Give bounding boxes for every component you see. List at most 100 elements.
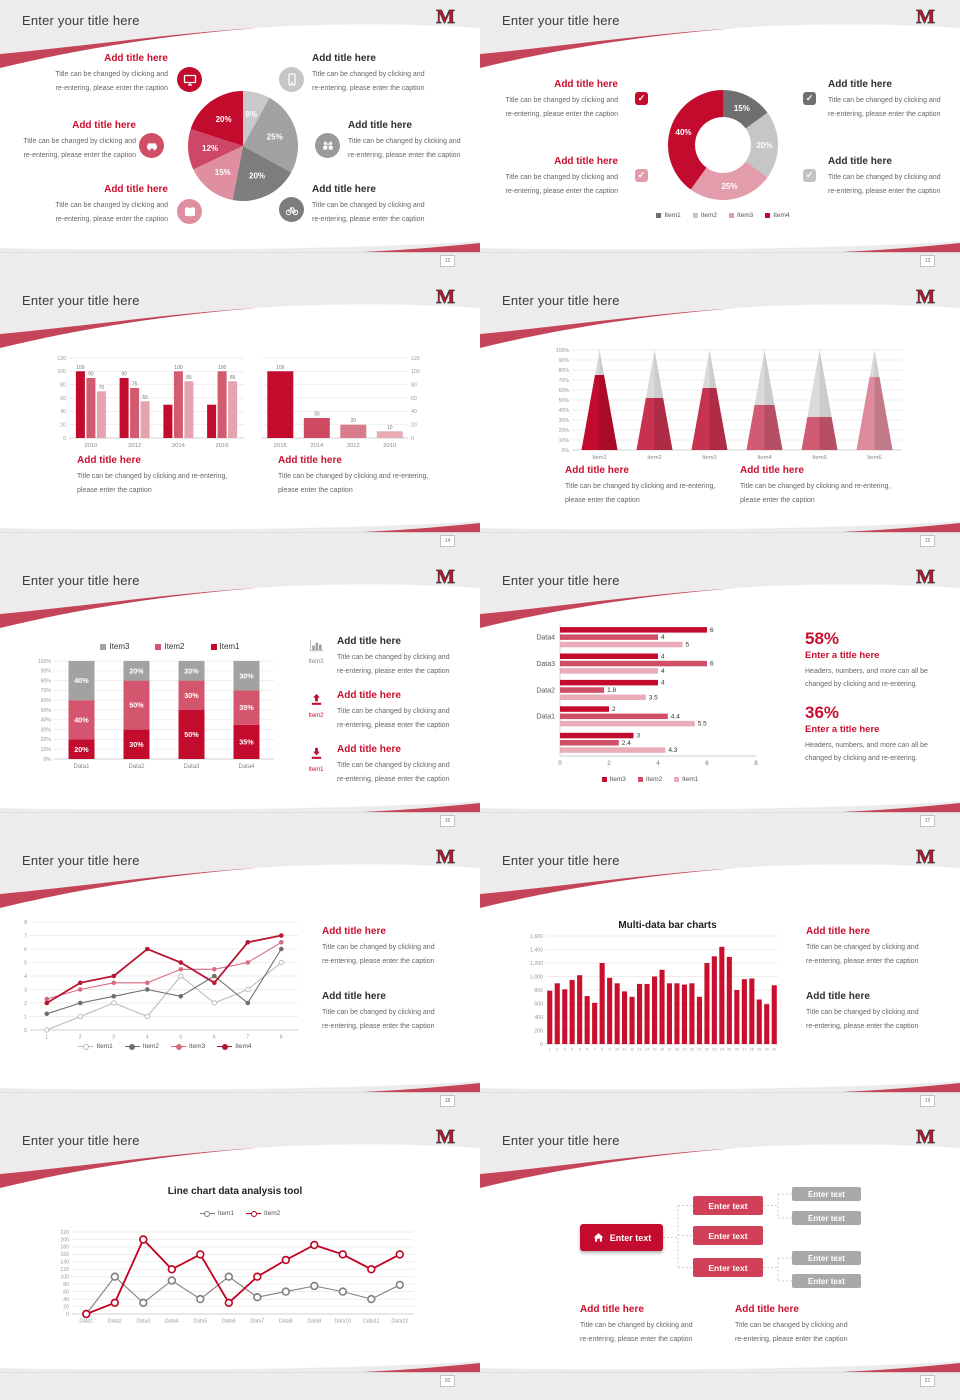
- slide-19: Enter your title here M Multi-data bar c…: [480, 840, 960, 1120]
- pie-chart: 8% 25% 20% 15% 12% 20%: [186, 89, 300, 203]
- svg-text:Data1: Data1: [536, 714, 555, 721]
- callout: Add title here Title can be changed by c…: [55, 184, 168, 226]
- legend-item: Item2: [155, 642, 185, 651]
- callout-title: Add title here: [828, 156, 892, 167]
- chart-legend: Item1 Item2 Item3 Item4: [40, 1043, 290, 1050]
- svg-text:100: 100: [76, 365, 85, 371]
- callout: Add title here Title can be changed by c…: [740, 465, 890, 507]
- svg-text:Item1: Item1: [592, 455, 607, 461]
- svg-text:8%: 8%: [245, 110, 257, 119]
- svg-text:50%: 50%: [559, 398, 570, 404]
- svg-text:6: 6: [710, 661, 714, 668]
- diagram-node[interactable]: Enter text: [792, 1274, 861, 1288]
- callout-title: Add title here: [312, 53, 376, 64]
- svg-text:0%: 0%: [562, 448, 570, 454]
- svg-text:100: 100: [60, 1275, 69, 1281]
- svg-text:2014: 2014: [172, 443, 186, 449]
- svg-text:20%: 20%: [249, 172, 265, 181]
- caption-line: please enter the caption: [740, 496, 815, 504]
- svg-text:20: 20: [690, 1048, 694, 1052]
- bar-chart: 0 20 40 60 80 100 120 2016 100 2014 30 2012 20 2010 10: [256, 348, 428, 457]
- svg-text:6: 6: [24, 947, 27, 953]
- svg-text:30%: 30%: [41, 727, 52, 733]
- svg-text:5: 5: [686, 641, 690, 648]
- svg-text:40%: 40%: [676, 128, 692, 137]
- horizontal-bar-chart: 0 2 4 6 8 Data4 6 4 5 Data3 4 6 4 Data2 4 1.8 3.5 Data1 2 4…: [528, 620, 778, 775]
- svg-text:2: 2: [607, 760, 611, 767]
- svg-text:20%: 20%: [41, 737, 52, 743]
- binoculars-icon: [315, 133, 340, 158]
- university-logo: M: [436, 1126, 456, 1149]
- legend-item: Item4: [765, 212, 790, 219]
- university-logo: M: [436, 846, 456, 869]
- caption-line: Title can be changed by clicking and: [55, 202, 168, 209]
- caption-line: re-entering, please enter the caption: [312, 215, 425, 223]
- diagram-node[interactable]: Enter text: [792, 1251, 861, 1265]
- svg-text:9: 9: [609, 1048, 611, 1052]
- svg-text:27: 27: [742, 1048, 746, 1052]
- svg-text:30: 30: [314, 412, 320, 418]
- svg-text:120: 120: [57, 356, 66, 362]
- caption-line: re-entering, please enter the caption: [348, 151, 461, 159]
- svg-text:Data1: Data1: [79, 1319, 93, 1325]
- svg-text:Data1: Data1: [73, 764, 90, 770]
- svg-text:Data2: Data2: [128, 764, 145, 770]
- grouped-bar-chart: 0 20 40 60 80 100 120 2010 100 90 70 2012 90 75 55 2014…: [52, 348, 248, 457]
- diagram-node[interactable]: Enter text: [693, 1226, 763, 1245]
- line-chart: 0 20 40 60 80 100 120 140 160 180 200 220 Data1 Data2…: [52, 1226, 424, 1335]
- svg-text:3: 3: [112, 1035, 115, 1041]
- checkbox-icon: ✓: [803, 92, 816, 105]
- caption-line: re-entering, please enter the caption: [828, 110, 941, 118]
- callout-title: Add title here: [554, 156, 618, 167]
- svg-text:2010: 2010: [383, 443, 396, 449]
- svg-text:2012: 2012: [347, 443, 360, 449]
- svg-text:6: 6: [586, 1048, 588, 1052]
- university-logo: M: [916, 566, 936, 589]
- svg-text:4: 4: [571, 1048, 573, 1052]
- legend-item: Item4: [217, 1043, 252, 1050]
- svg-text:40: 40: [60, 409, 66, 415]
- svg-text:20%: 20%: [184, 666, 199, 675]
- svg-text:1.8: 1.8: [607, 687, 616, 694]
- svg-text:1: 1: [24, 1014, 27, 1020]
- svg-text:100: 100: [57, 369, 66, 375]
- svg-text:30%: 30%: [559, 418, 570, 424]
- svg-text:400: 400: [534, 1015, 543, 1021]
- svg-text:60%: 60%: [41, 698, 52, 704]
- callout: Add title here Title can be changed by c…: [505, 79, 618, 121]
- svg-text:1,000: 1,000: [530, 974, 543, 980]
- legend-item: Item2: [246, 1210, 280, 1217]
- chart-legend: Item1 Item2: [135, 1210, 345, 1217]
- callout: Add title here Title can be changed by c…: [580, 1304, 693, 1346]
- caption-line: re-entering, please enter the caption: [806, 957, 919, 965]
- icon-label: Item1: [308, 767, 324, 773]
- page-number: 12: [440, 255, 455, 267]
- slide-title: Enter your title here: [502, 1133, 620, 1148]
- stat-block: 58% Enter a title here Headers, numbers,…: [805, 630, 928, 691]
- stat-block: 36% Enter a title here Headers, numbers,…: [805, 704, 928, 765]
- chart-title: Line chart data analysis tool: [167, 1186, 303, 1197]
- svg-text:20: 20: [63, 1304, 69, 1310]
- bicycle-icon: [279, 197, 304, 222]
- caption-line: re-entering, please enter the caption: [337, 775, 450, 783]
- smartphone-icon: [279, 67, 304, 92]
- diagram-root-node[interactable]: Enter text: [580, 1224, 663, 1251]
- svg-text:3: 3: [637, 732, 641, 739]
- diagram-node[interactable]: Enter text: [693, 1258, 763, 1277]
- caption-line: re-entering, please enter the caption: [735, 1335, 848, 1343]
- legend-item: Item2: [692, 212, 717, 219]
- diagram-node[interactable]: Enter text: [792, 1211, 861, 1225]
- svg-text:Data4: Data4: [536, 635, 555, 642]
- svg-text:Data9: Data9: [307, 1319, 321, 1325]
- diagram-node[interactable]: Enter text: [792, 1187, 861, 1201]
- svg-text:4: 4: [656, 760, 660, 767]
- svg-text:1,200: 1,200: [530, 961, 543, 967]
- svg-text:85: 85: [186, 375, 192, 381]
- legend-item: Item3: [100, 642, 129, 651]
- diagram-node[interactable]: Enter text: [693, 1196, 763, 1215]
- legend-item: Item3: [601, 776, 626, 783]
- caption-line: Title can be changed by clicking and: [337, 762, 450, 769]
- caption-line: Title can be changed by clicking and: [348, 138, 461, 145]
- svg-text:Data11: Data11: [363, 1319, 379, 1325]
- svg-text:0: 0: [24, 1028, 27, 1034]
